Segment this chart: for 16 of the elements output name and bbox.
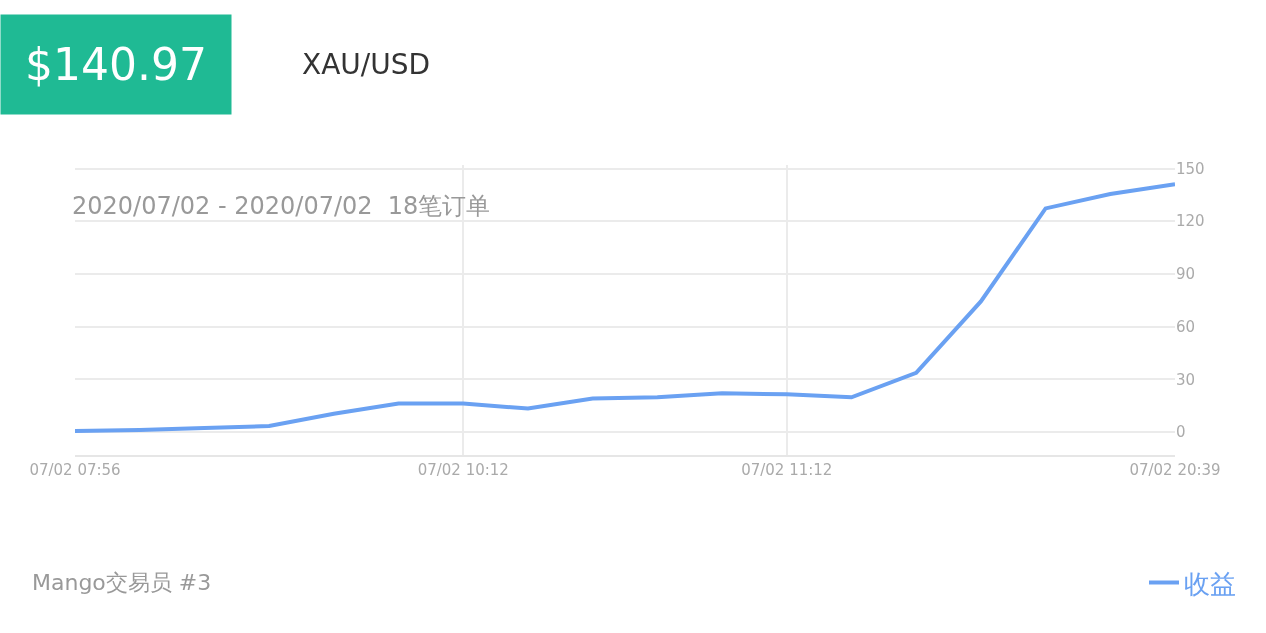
y-tick-label: 60 — [1176, 317, 1196, 336]
y-tick-label: 30 — [1176, 370, 1196, 389]
text: Mango交易员 #3 — [32, 570, 212, 595]
chart-title: $140.97 — [25, 39, 207, 90]
annotation: 2020/07/02 - 2020/07/02 18笔订单 — [72, 192, 491, 220]
y-tick-label: 90 — [1176, 265, 1196, 284]
chart-subtitle: XAU/USD — [302, 48, 431, 81]
legend-label: 收益 — [1184, 568, 1236, 599]
y-tick-label: 120 — [1176, 212, 1205, 231]
x-tick-label: 07/02 07:56 — [29, 461, 121, 479]
x-tick-label: 07/02 11:12 — [741, 461, 833, 479]
x-tick-label: 07/02 20:39 — [1129, 461, 1221, 479]
line-series — [75, 182, 1175, 434]
y-tick-label: 150 — [1176, 159, 1205, 178]
x-tick-label: 07/02 10:12 — [417, 461, 509, 479]
y-tick-label: 0 — [1176, 423, 1186, 442]
